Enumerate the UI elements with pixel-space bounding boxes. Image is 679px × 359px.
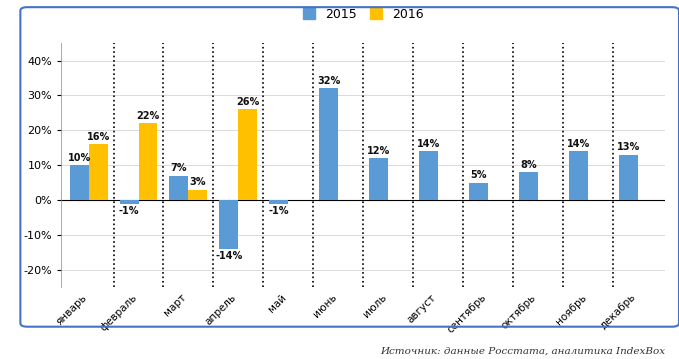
Bar bbox=[469, 183, 488, 200]
Bar bbox=[139, 123, 158, 200]
Bar bbox=[270, 200, 289, 204]
Bar bbox=[419, 151, 438, 200]
Bar bbox=[569, 151, 588, 200]
Bar bbox=[319, 88, 338, 200]
Text: 12%: 12% bbox=[367, 146, 390, 156]
Legend: 2015, 2016: 2015, 2016 bbox=[300, 5, 426, 23]
Bar bbox=[70, 165, 88, 200]
Text: 32%: 32% bbox=[317, 76, 340, 86]
Bar bbox=[238, 109, 257, 200]
Bar bbox=[369, 158, 388, 200]
Text: 16%: 16% bbox=[86, 132, 110, 142]
Bar bbox=[519, 172, 538, 200]
Text: -1%: -1% bbox=[269, 206, 289, 216]
Text: 26%: 26% bbox=[236, 97, 259, 107]
Text: 13%: 13% bbox=[617, 142, 640, 152]
Text: 7%: 7% bbox=[170, 163, 187, 173]
Bar bbox=[88, 144, 107, 200]
Text: 22%: 22% bbox=[136, 111, 160, 121]
Text: 14%: 14% bbox=[417, 139, 440, 149]
Bar bbox=[170, 176, 189, 200]
Text: 10%: 10% bbox=[67, 153, 91, 163]
Text: 3%: 3% bbox=[189, 177, 206, 187]
Text: -1%: -1% bbox=[119, 206, 139, 216]
Bar bbox=[120, 200, 139, 204]
Bar bbox=[189, 190, 208, 200]
Text: -14%: -14% bbox=[215, 251, 242, 261]
Text: 5%: 5% bbox=[471, 170, 487, 180]
Bar bbox=[619, 155, 638, 200]
Text: Источник: данные Росстата, аналитика IndexBox: Источник: данные Росстата, аналитика Ind… bbox=[380, 346, 665, 355]
Text: 14%: 14% bbox=[567, 139, 590, 149]
Text: 8%: 8% bbox=[520, 160, 537, 170]
Bar bbox=[219, 200, 238, 249]
